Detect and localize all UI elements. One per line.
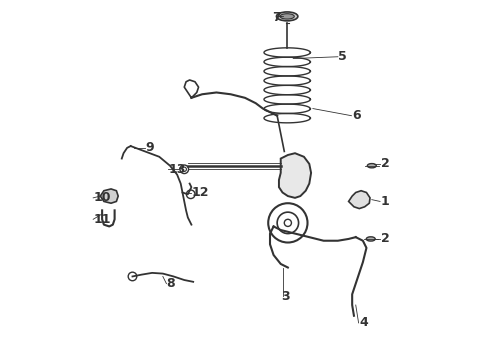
Ellipse shape bbox=[280, 14, 294, 19]
Polygon shape bbox=[348, 191, 370, 208]
Text: 11: 11 bbox=[93, 213, 111, 226]
Polygon shape bbox=[100, 189, 118, 203]
Text: 1: 1 bbox=[381, 195, 390, 208]
Text: 7: 7 bbox=[272, 11, 281, 24]
Text: 2: 2 bbox=[381, 157, 390, 170]
Text: 10: 10 bbox=[93, 192, 111, 204]
Text: 13: 13 bbox=[168, 163, 186, 176]
Ellipse shape bbox=[276, 12, 298, 21]
Ellipse shape bbox=[368, 163, 376, 168]
Text: 6: 6 bbox=[352, 109, 361, 122]
Text: 5: 5 bbox=[338, 50, 346, 63]
Text: 9: 9 bbox=[145, 141, 153, 154]
Ellipse shape bbox=[367, 237, 375, 241]
Text: 2: 2 bbox=[381, 233, 390, 246]
Text: 8: 8 bbox=[167, 277, 175, 290]
Text: 3: 3 bbox=[281, 289, 290, 303]
Text: 4: 4 bbox=[359, 316, 368, 329]
Text: 12: 12 bbox=[192, 186, 209, 199]
Polygon shape bbox=[279, 153, 311, 198]
